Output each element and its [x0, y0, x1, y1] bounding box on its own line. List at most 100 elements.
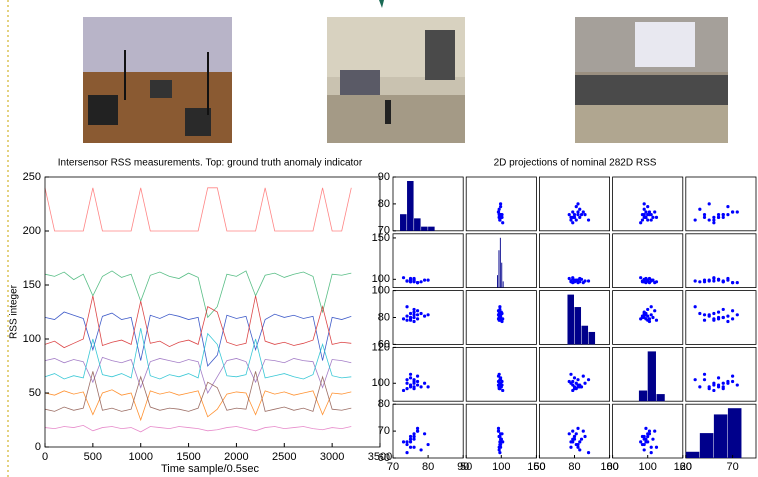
- y-tick-label: 100: [372, 377, 390, 389]
- scatter-point: [583, 279, 587, 283]
- scatter-point: [569, 215, 573, 219]
- scatter-point: [572, 215, 577, 219]
- scatter-point: [415, 426, 420, 431]
- scatter-point: [405, 378, 409, 382]
- scatter-point: [651, 315, 655, 320]
- x-axis-label: Time sample/0.5sec: [161, 463, 260, 475]
- data-line: [44, 328, 352, 380]
- scatter-point: [735, 281, 739, 285]
- cell-frame: [539, 176, 611, 232]
- cell-frame: [612, 290, 684, 345]
- scatter-point: [415, 379, 420, 384]
- scatter-point: [735, 313, 739, 317]
- scatter-point: [654, 318, 659, 322]
- scatter-point: [500, 440, 504, 444]
- y-tick-label: 70: [378, 425, 390, 437]
- scatter-point: [576, 426, 580, 431]
- scatter-point: [571, 383, 575, 387]
- scatter-point: [497, 372, 501, 376]
- scatter-point: [647, 317, 652, 321]
- scatter-point: [496, 379, 501, 384]
- scatter-point: [405, 305, 409, 309]
- scatter-point: [572, 387, 577, 391]
- scatter-point: [412, 381, 416, 385]
- scatter-point: [712, 221, 716, 225]
- scatter-point: [735, 383, 739, 387]
- scatter-point: [716, 215, 721, 219]
- scatter-point: [693, 378, 697, 382]
- scatter-point: [415, 309, 420, 313]
- cell-frame: [685, 346, 757, 402]
- scatter-point: [578, 215, 582, 219]
- scatter-point: [578, 440, 582, 444]
- scatter-point: [646, 213, 650, 217]
- scatter-point: [419, 311, 423, 316]
- y-axis-label: RSS integer: [9, 284, 20, 339]
- cell-frame: [685, 176, 757, 232]
- scatter-point: [574, 218, 578, 222]
- scatter-point: [498, 305, 502, 309]
- scatter-point: [716, 385, 721, 389]
- scatter-point: [572, 434, 577, 439]
- scatter-point: [498, 451, 502, 455]
- scatter-point: [726, 319, 730, 324]
- scatter-point: [698, 280, 702, 284]
- scatter-point: [415, 374, 420, 378]
- scatter-point: [644, 426, 648, 431]
- scatter-point: [647, 281, 652, 285]
- scatter-point: [576, 210, 580, 214]
- scatter-point: [412, 315, 416, 320]
- cell-frame: [392, 403, 464, 459]
- x-tick-label: 2000: [224, 451, 248, 463]
- cell-frame: [685, 290, 757, 345]
- scatter-point: [586, 218, 591, 222]
- scatter-point: [726, 381, 730, 385]
- cell-frame: [465, 346, 537, 402]
- scatter-point: [405, 314, 409, 318]
- scatter-point: [498, 385, 503, 389]
- scatter-point: [716, 310, 721, 314]
- scatter-point: [640, 218, 645, 222]
- scatter-point: [500, 319, 504, 324]
- photo-lab-1: [327, 17, 465, 143]
- scatter-point: [497, 445, 501, 449]
- scatter-point: [649, 313, 653, 317]
- scatter-point: [644, 281, 648, 285]
- scatter-point: [405, 318, 409, 322]
- scatter-point: [412, 387, 416, 391]
- scatter-point: [415, 313, 420, 317]
- scatter-point: [702, 313, 707, 317]
- y-tick-label: 90: [378, 171, 390, 183]
- x-tick-label: 1000: [128, 451, 152, 463]
- scatter-point: [426, 313, 430, 317]
- scatter-point: [401, 276, 406, 280]
- histogram-bar: [499, 237, 501, 288]
- scatter-point: [578, 448, 582, 452]
- scatter-point: [497, 434, 501, 439]
- scatter-point: [712, 276, 716, 281]
- scatter-point: [498, 202, 503, 206]
- scatter-point: [693, 279, 697, 283]
- scatter-point: [498, 218, 502, 222]
- y-tick-label: 100: [372, 273, 390, 285]
- scatter-point: [405, 381, 409, 385]
- scatter-point: [498, 204, 503, 209]
- y-tick-label: 120: [372, 341, 390, 353]
- scatter-point: [639, 221, 643, 225]
- scatter-point: [408, 445, 413, 449]
- scatter-point: [647, 429, 652, 433]
- scatter-point: [647, 210, 652, 214]
- scatter-point: [586, 378, 591, 382]
- y-tick-label: 200: [23, 225, 41, 237]
- scatter-point: [426, 278, 430, 282]
- x-tick-label: 70: [726, 461, 738, 473]
- scatter-point: [499, 437, 503, 441]
- histogram-bar: [421, 226, 428, 231]
- scatter-point: [581, 429, 585, 433]
- histogram-bar: [647, 351, 656, 402]
- x-tick-label: 100: [639, 461, 657, 473]
- histogram-bar: [574, 307, 582, 345]
- scatter-point: [707, 385, 711, 389]
- scatter-point: [639, 276, 643, 280]
- scatter-point: [644, 215, 648, 219]
